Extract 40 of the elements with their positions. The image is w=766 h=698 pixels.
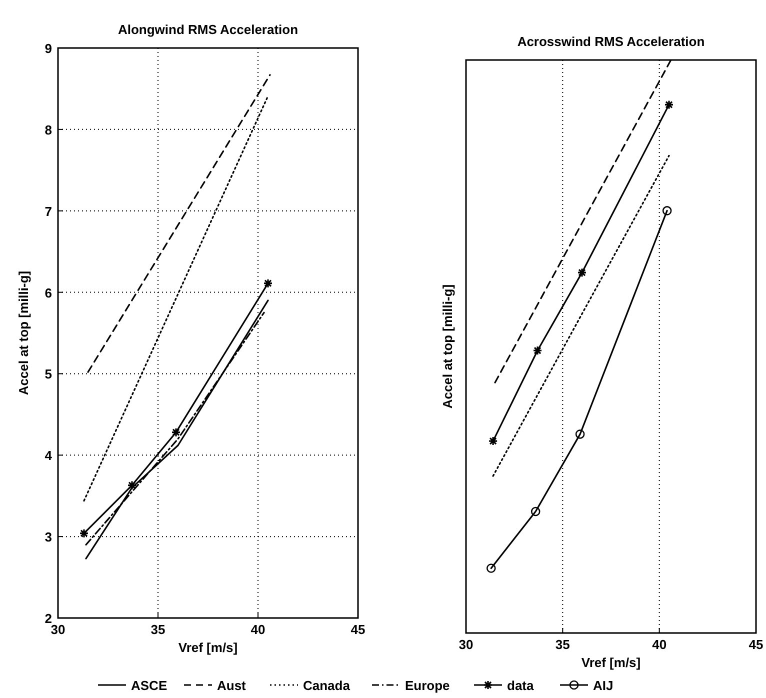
- point: [486, 564, 496, 573]
- x-tick-label: 45: [350, 622, 366, 637]
- legend-label: data: [507, 678, 534, 693]
- point: [662, 206, 672, 216]
- point: [532, 346, 542, 356]
- legend-label: Canada: [303, 678, 351, 693]
- point: [575, 430, 585, 439]
- point: [79, 528, 89, 538]
- x-tick-label: 40: [250, 622, 266, 637]
- chart-title: Acrosswind RMS Acceleration: [517, 34, 705, 49]
- point: [530, 506, 540, 516]
- y-axis-title: Accel at top [milli-g]: [440, 284, 455, 409]
- legend-label: AIJ: [593, 678, 614, 693]
- x-tick-label: 40: [652, 637, 667, 652]
- chart-title: Alongwind RMS Acceleration: [118, 22, 298, 37]
- x-tick-label: 30: [50, 622, 66, 637]
- y-tick-label: 9: [44, 41, 52, 56]
- legend-label: ASCE: [131, 678, 168, 693]
- x-tick-label: 30: [458, 637, 474, 652]
- x-tick-label: 45: [748, 637, 764, 652]
- x-tick-label: 35: [150, 622, 166, 637]
- point: [577, 268, 587, 278]
- y-tick-label: 7: [44, 204, 52, 219]
- y-tick-label: 8: [44, 122, 52, 138]
- x-axis-title: Vref [m/s]: [178, 640, 238, 655]
- y-tick-label: 4: [44, 448, 53, 464]
- y-tick-label: 2: [44, 611, 52, 626]
- x-tick-label: 35: [555, 637, 570, 652]
- x-axis-title: Vref [m/s]: [581, 655, 641, 670]
- y-tick-label: 3: [44, 530, 52, 545]
- point: [263, 278, 273, 288]
- point: [488, 436, 498, 446]
- y-tick-label: 5: [44, 366, 52, 382]
- point: [664, 100, 674, 110]
- point: [127, 480, 137, 490]
- y-tick-label: 6: [44, 285, 52, 300]
- y-axis-title: Accel at top [milli-g]: [16, 270, 31, 396]
- point: [171, 428, 181, 438]
- legend-label: Europe: [405, 678, 450, 693]
- legend-label: Aust: [217, 678, 247, 693]
